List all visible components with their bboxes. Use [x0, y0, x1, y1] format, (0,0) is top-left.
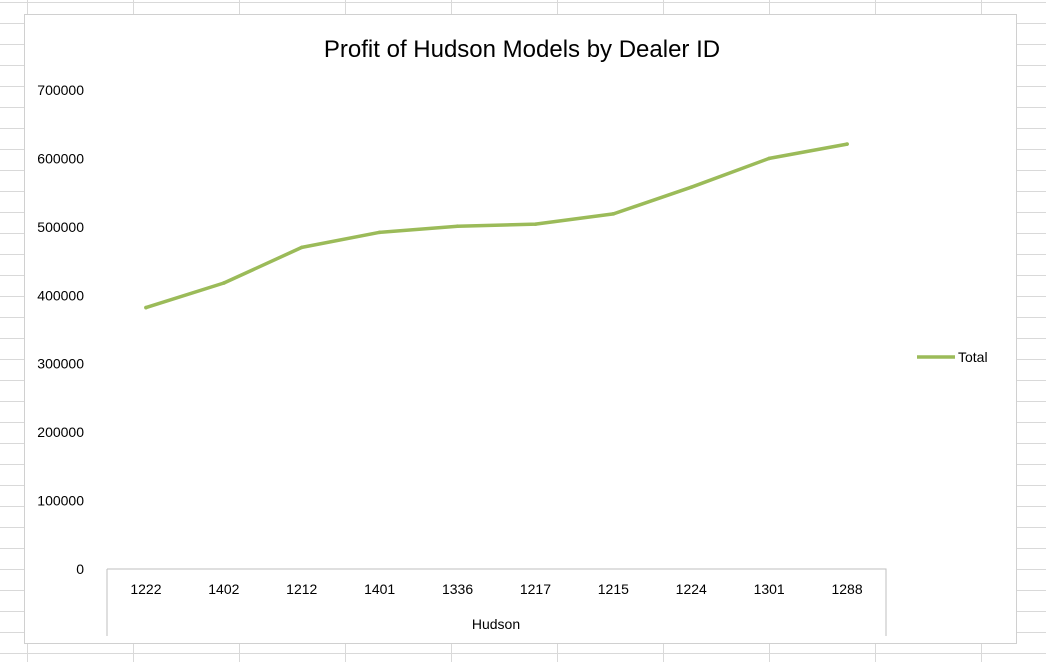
- y-tick-label: 600000: [37, 150, 84, 166]
- x-axis-frame: [106, 568, 887, 636]
- y-tick-label: 700000: [37, 82, 84, 98]
- x-tick-label: 1215: [598, 581, 629, 597]
- data-point: [689, 185, 694, 189]
- x-tick-label: 1401: [364, 581, 395, 597]
- data-point: [611, 212, 616, 216]
- data-point: [144, 305, 148, 310]
- y-tick-label: 400000: [37, 287, 84, 303]
- y-tick-label: 500000: [37, 219, 84, 235]
- chart-title: Profit of Hudson Models by Dealer ID: [324, 36, 720, 63]
- y-axis: 0 100000 200000 300000 400000 500000 600000 700…: [37, 82, 84, 577]
- x-tick-label: 1222: [130, 581, 161, 597]
- x-tick-label: 1288: [831, 581, 862, 597]
- data-point: [222, 281, 226, 285]
- x-tick-label: 1336: [442, 581, 473, 597]
- data-point: [299, 245, 304, 250]
- data-point: [377, 230, 382, 235]
- y-tick-label: 100000: [37, 493, 84, 509]
- x-axis: 1222 1402 1212 1401 1336 1217 1215 1224 1301 1288: [106, 568, 887, 636]
- x-tick-label: 1212: [286, 581, 317, 597]
- data-point: [767, 156, 771, 161]
- series-layer: [144, 142, 849, 310]
- x-axis-title: Hudson: [472, 616, 520, 632]
- y-tick-label: 200000: [37, 424, 84, 440]
- y-tick-label: 0: [76, 561, 84, 577]
- data-point: [533, 222, 538, 226]
- data-point: [455, 224, 460, 228]
- chart-area: Profit of Hudson Models by Dealer ID 0 10…: [24, 14, 1017, 644]
- x-tick-label: 1301: [754, 581, 785, 597]
- line-chart: Profit of Hudson Models by Dealer ID 0 10…: [37, 36, 988, 636]
- data-point: [845, 142, 849, 146]
- legend: Total: [917, 349, 988, 365]
- x-tick-label: 1402: [208, 581, 239, 597]
- y-tick-label: 300000: [37, 356, 84, 372]
- x-tick-label: 1217: [520, 581, 551, 597]
- legend-label: Total: [958, 349, 988, 365]
- series-line: [144, 142, 849, 310]
- x-tick-label: 1224: [676, 581, 707, 597]
